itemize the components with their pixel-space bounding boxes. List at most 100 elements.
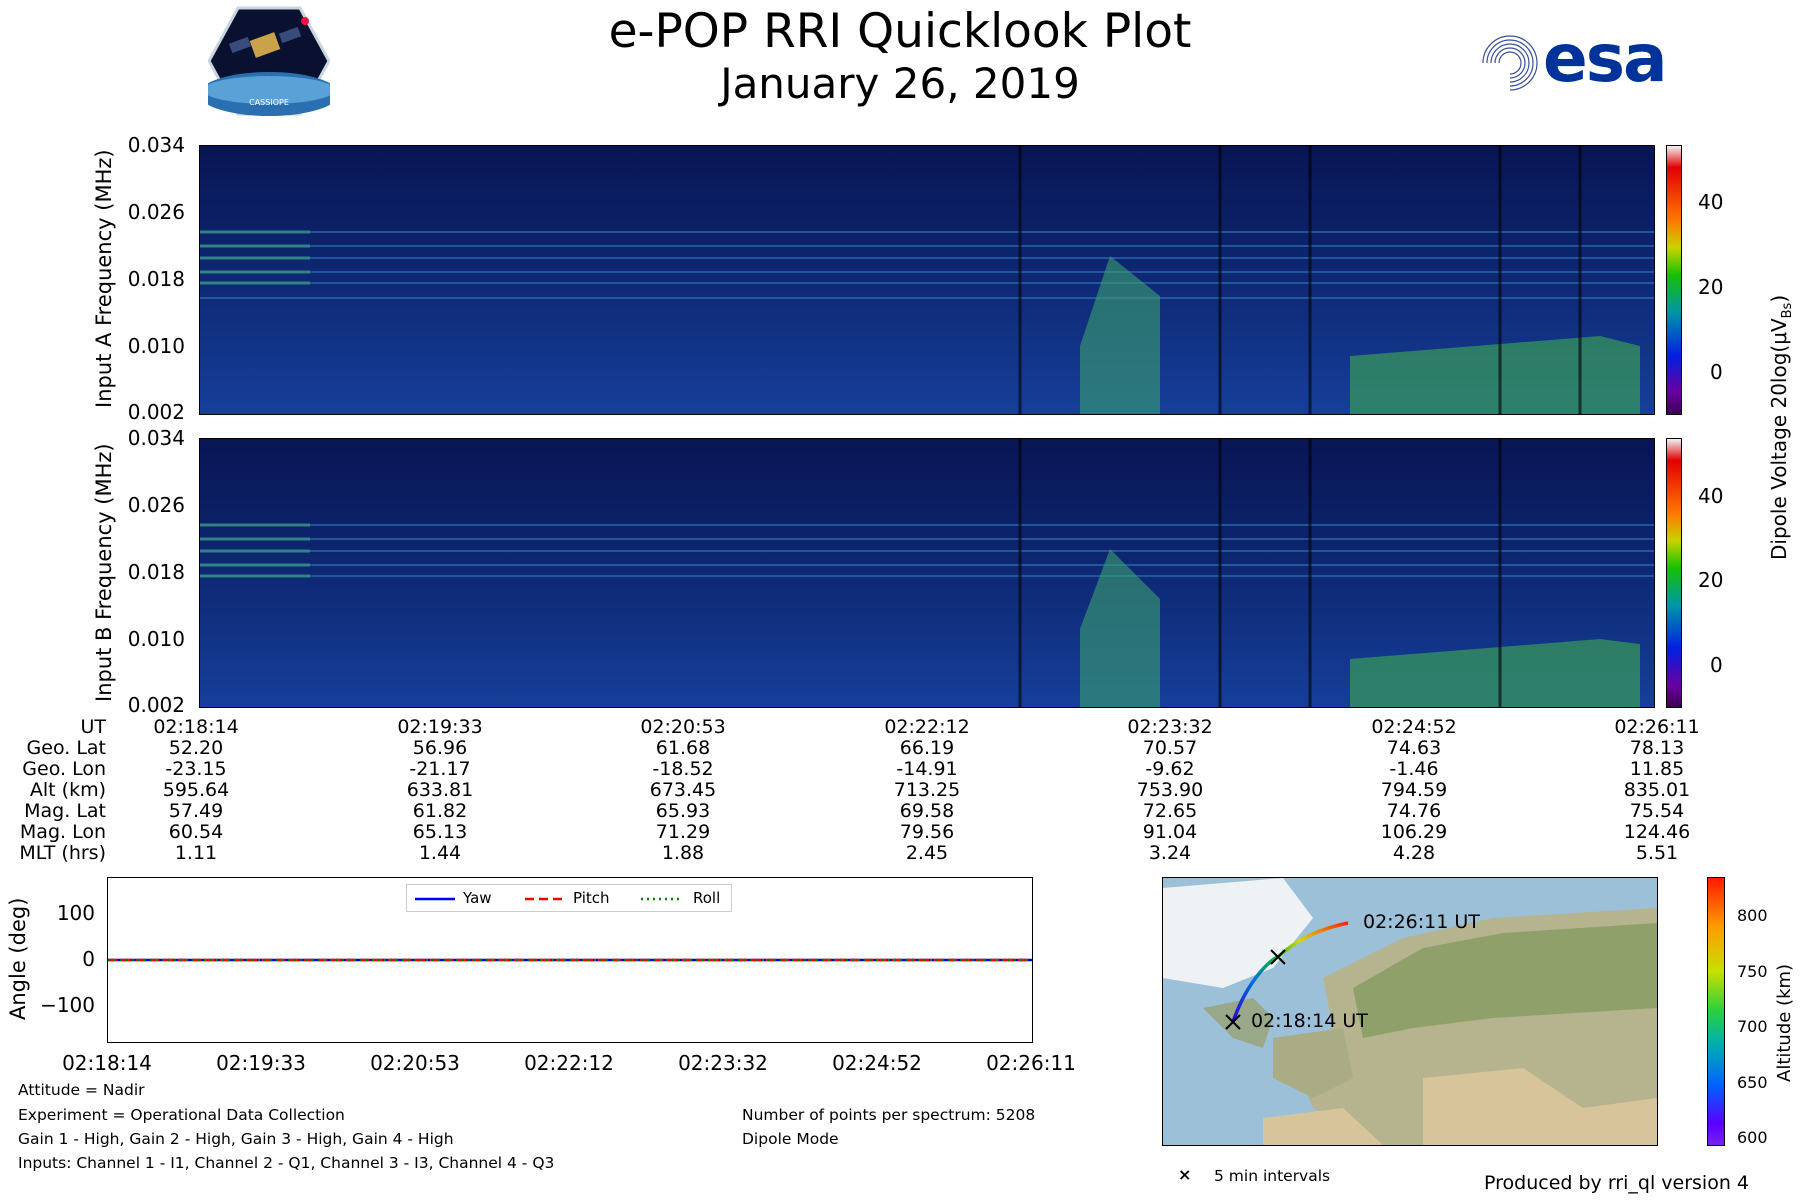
note-attitude: Attitude = Nadir xyxy=(18,1081,145,1099)
spectrogram-b-colorbar-tick: 20 xyxy=(1698,568,1724,592)
spectrogram-a-ytick: 0.034 xyxy=(127,133,185,157)
ephemeris-cell: -23.15 xyxy=(165,758,227,780)
ephemeris-cell: -21.17 xyxy=(409,758,471,780)
altitude-colorbar-tick: 600 xyxy=(1737,1128,1768,1148)
spectrogram-colorbar-label-text: Dipole Voltage 20log(μV xyxy=(1767,318,1791,560)
ephemeris-cell: 1.88 xyxy=(661,842,705,864)
map-marker-legend-icon: × xyxy=(1178,1165,1192,1184)
attitude-xtick: 02:22:12 xyxy=(524,1051,614,1075)
ephemeris-row-label: Alt (km) xyxy=(29,779,106,801)
spectrogram-b-colorbar-tick: 40 xyxy=(1698,484,1724,508)
note-mode: Dipole Mode xyxy=(742,1130,839,1148)
ephemeris-cell: 61.68 xyxy=(655,737,711,759)
ephemeris-cell: 65.13 xyxy=(412,821,468,843)
orbit-5min-marker xyxy=(1270,949,1286,965)
ephemeris-cell: 79.56 xyxy=(899,821,955,843)
ephemeris-cell: 56.96 xyxy=(412,737,468,759)
orbit-start-marker xyxy=(1225,1014,1241,1030)
attitude-xtick: 02:23:32 xyxy=(678,1051,768,1075)
ephemeris-cell: -14.91 xyxy=(896,758,958,780)
spectrogram-colorbar-label-sub: Bs xyxy=(1780,302,1795,319)
ephemeris-cell: 106.29 xyxy=(1380,821,1448,843)
orbit-map: 02:18:14 UT 02:26:11 UT xyxy=(1162,877,1658,1146)
altitude-colorbar-label-text: Altitude (km) xyxy=(1774,963,1795,1082)
attitude-ytick: 0 xyxy=(82,947,95,971)
ephemeris-cell: -1.46 xyxy=(1389,758,1439,780)
attitude-xtick: 02:24:52 xyxy=(832,1051,922,1075)
attitude-ylabel: Angle (deg) xyxy=(6,898,128,1044)
cassiope-logo-text: CASSIOPE xyxy=(249,98,289,107)
spectrogram-b-ytick: 0.010 xyxy=(127,627,185,651)
ephemeris-cell: 124.46 xyxy=(1623,821,1691,843)
ephemeris-row-label: Mag. Lon xyxy=(19,821,106,843)
attitude-plot: Yaw Pitch Roll xyxy=(107,877,1033,1043)
ephemeris-cell: 4.28 xyxy=(1392,842,1436,864)
spectrogram-a-ytick: 0.002 xyxy=(127,400,185,424)
ephemeris-cell: 66.19 xyxy=(899,737,955,759)
ephemeris-row-label: Geo. Lat xyxy=(26,737,106,759)
ephemeris-cell: 835.01 xyxy=(1623,779,1691,801)
ephemeris-cell: 5.51 xyxy=(1635,842,1679,864)
page-date: January 26, 2019 xyxy=(720,59,1080,108)
spectrogram-b-ytick: 0.026 xyxy=(127,493,185,517)
spectrogram-colorbar-label: Dipole Voltage 20log(μVBs) xyxy=(1767,295,1800,588)
spectrogram-b-ytick: 0.018 xyxy=(127,560,185,584)
note-points: Number of points per spectrum: 5208 xyxy=(742,1106,1036,1124)
ephemeris-cell: 2.45 xyxy=(905,842,949,864)
altitude-colorbar-tick: 700 xyxy=(1737,1017,1768,1037)
ephemeris-cell: 02:22:12 xyxy=(884,716,970,738)
spectrogram-a-ytick: 0.018 xyxy=(127,267,185,291)
ephemeris-cell: -18.52 xyxy=(652,758,714,780)
ephemeris-cell: 794.59 xyxy=(1380,779,1448,801)
attitude-xtick: 02:20:53 xyxy=(370,1051,460,1075)
altitude-colorbar xyxy=(1707,877,1725,1146)
legend-pitch: Pitch xyxy=(573,889,610,907)
ephemeris-cell: 78.13 xyxy=(1629,737,1685,759)
ephemeris-cell: 753.90 xyxy=(1136,779,1204,801)
ephemeris-cell: 65.93 xyxy=(655,800,711,822)
ephemeris-cell: 3.24 xyxy=(1148,842,1192,864)
ephemeris-cell: 633.81 xyxy=(406,779,474,801)
ephemeris-row-label: UT xyxy=(80,716,106,738)
attitude-xtick: 02:26:11 xyxy=(986,1051,1076,1075)
ephemeris-cell: -9.62 xyxy=(1145,758,1195,780)
attitude-ytick: −100 xyxy=(40,992,95,1017)
ephemeris-cell: 673.45 xyxy=(649,779,717,801)
ephemeris-cell: 61.82 xyxy=(412,800,468,822)
ephemeris-cell: 02:18:14 xyxy=(153,716,239,738)
note-gain: Gain 1 - High, Gain 2 - High, Gain 3 - H… xyxy=(18,1130,454,1148)
ephemeris-cell: 713.25 xyxy=(893,779,961,801)
spectrogram-a-colorbar-tick: 40 xyxy=(1698,190,1724,214)
ephemeris-row-label: Mag. Lat xyxy=(24,800,106,822)
legend-roll: Roll xyxy=(693,889,721,907)
ephemeris-cell: 69.58 xyxy=(899,800,955,822)
note-inputs: Inputs: Channel 1 - I1, Channel 2 - Q1, … xyxy=(18,1154,555,1172)
ephemeris-row-label: Geo. Lon xyxy=(22,758,106,780)
ephemeris-cell: 52.20 xyxy=(168,737,224,759)
ephemeris-cell: 02:23:32 xyxy=(1127,716,1213,738)
ephemeris-cell: 57.49 xyxy=(168,800,224,822)
footer-credit: Produced by rri_ql version 4 xyxy=(1484,1172,1749,1194)
spectrogram-a-ytick: 0.010 xyxy=(127,334,185,358)
map-end-label: 02:26:11 UT xyxy=(1363,911,1480,933)
attitude-xtick: 02:19:33 xyxy=(216,1051,306,1075)
ephemeris-cell: 02:26:11 xyxy=(1614,716,1700,738)
attitude-xtick: 02:18:14 xyxy=(62,1051,152,1075)
ephemeris-cell: 02:24:52 xyxy=(1371,716,1457,738)
ephemeris-cell: 74.76 xyxy=(1386,800,1442,822)
legend-yaw: Yaw xyxy=(463,889,492,907)
spectrogram-colorbar-label-end: ) xyxy=(1767,294,1791,303)
page-title: e-POP RRI Quicklook Plot xyxy=(608,4,1192,59)
spectrogram-a-colorbar xyxy=(1666,145,1682,415)
spectrogram-b-ytick: 0.002 xyxy=(127,693,185,717)
attitude-ytick: 100 xyxy=(56,901,95,926)
ephemeris-cell: 71.29 xyxy=(655,821,711,843)
spectrogram-b-ytick: 0.034 xyxy=(127,426,185,450)
spectrogram-b-colorbar-tick: 0 xyxy=(1710,653,1723,677)
ephemeris-cell: 02:19:33 xyxy=(397,716,483,738)
ephemeris-cell: 75.54 xyxy=(1629,800,1685,822)
ephemeris-cell: 72.65 xyxy=(1142,800,1198,822)
altitude-colorbar-tick: 800 xyxy=(1737,905,1768,925)
esa-logo-text: esa xyxy=(1543,20,1668,97)
spectrogram-b xyxy=(199,438,1655,708)
